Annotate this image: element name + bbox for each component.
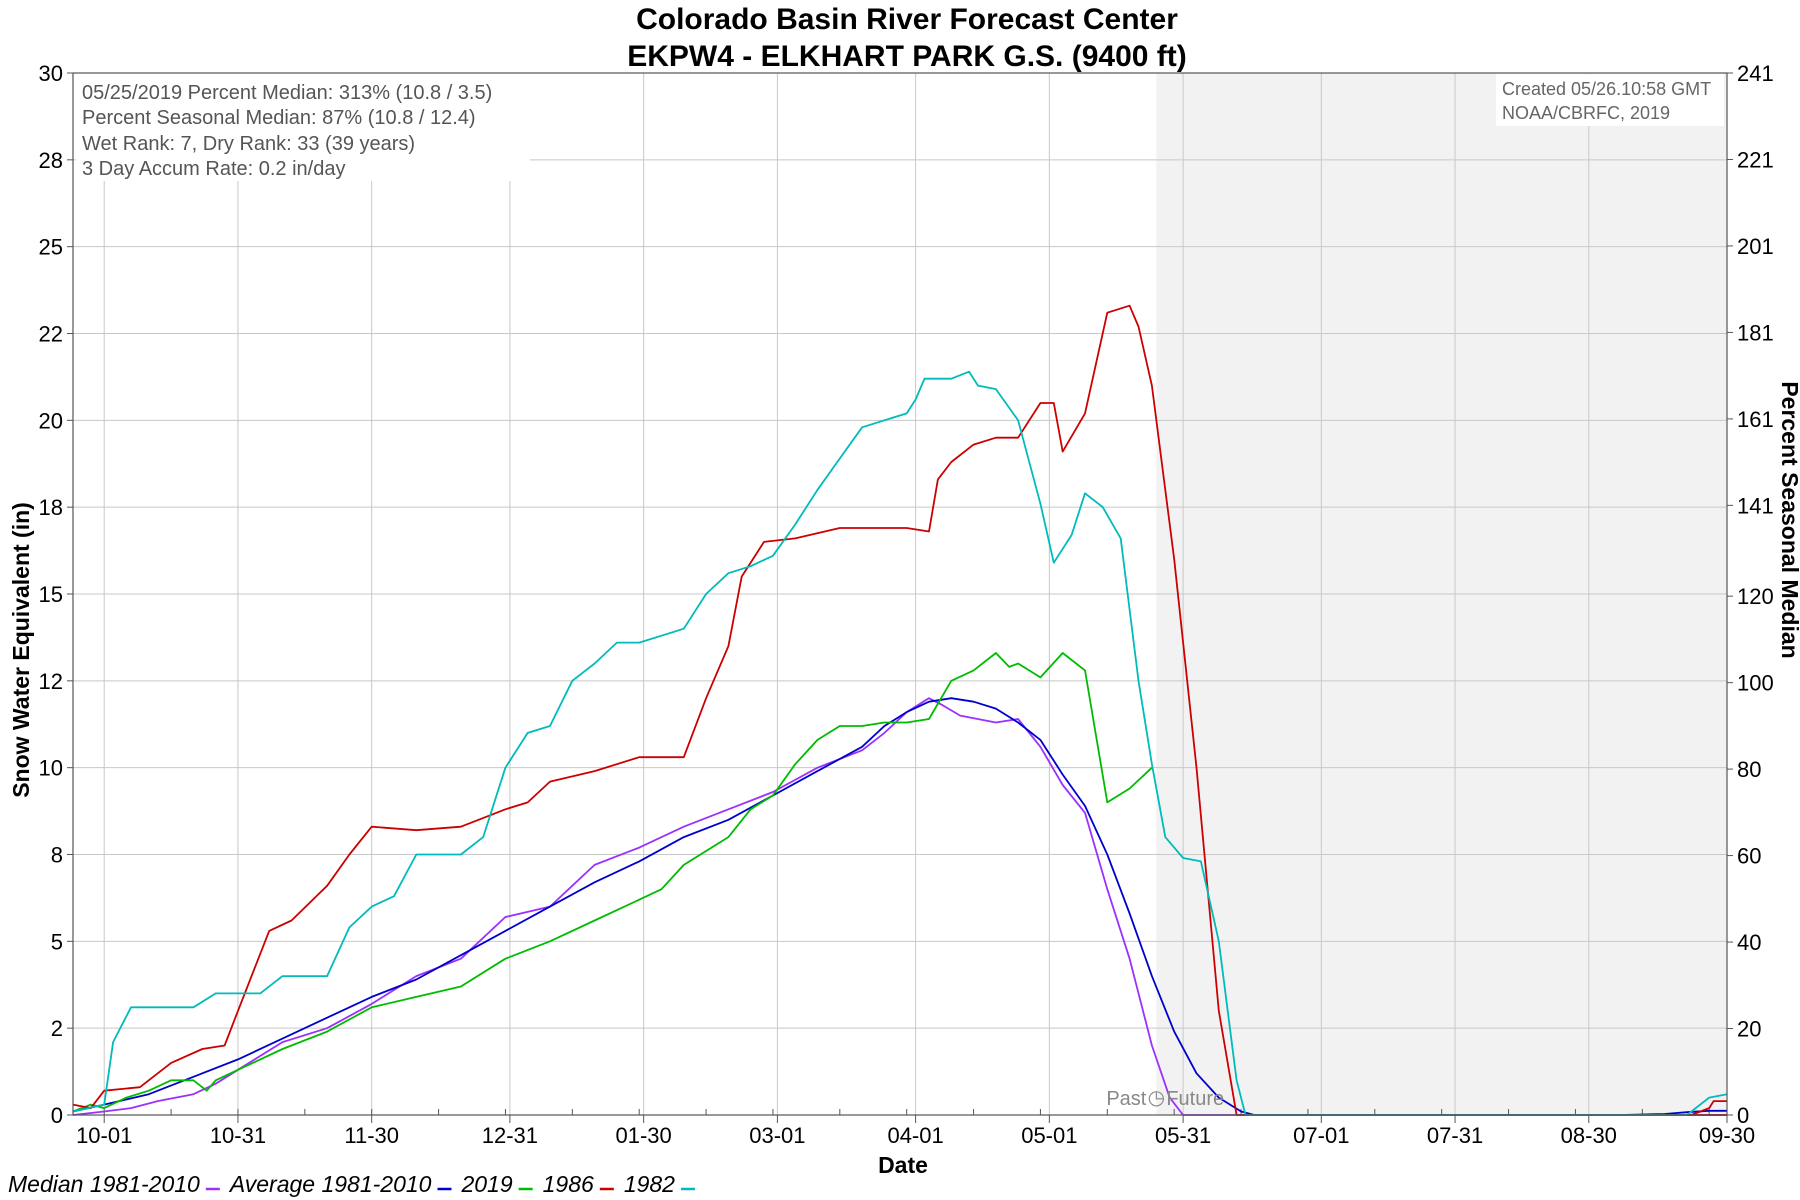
chart-subtitle: EKPW4 - ELKHART PARK G.S. (9400 ft) <box>627 40 1187 73</box>
x-tick-label: 05-01 <box>1021 1123 1077 1148</box>
info-accum-rate: 3 Day Accum Rate: 0.2 in/day <box>82 158 345 180</box>
legend-label-3: 1986 <box>543 1171 594 1197</box>
y-tick-label: 28 <box>39 148 63 173</box>
x-tick-label: 08-30 <box>1561 1123 1617 1148</box>
future-label: Future <box>1166 1088 1224 1110</box>
past-future-marker: Past ◷ Future <box>1106 1087 1224 1110</box>
x-tick-label: 10-31 <box>210 1123 266 1148</box>
y-tick-label: 0 <box>51 1103 63 1128</box>
clock-icon: ◷ <box>1148 1087 1165 1109</box>
y-right-tick-label: 20 <box>1737 1017 1761 1042</box>
legend-label-4: 1982 <box>624 1171 675 1197</box>
chart-title: Colorado Basin River Forecast Center <box>636 3 1178 36</box>
series-line-3 <box>72 304 1728 1116</box>
info-percent-median: 05/25/2019 Percent Median: 313% (10.8 / … <box>82 82 492 104</box>
y-right-tick-label: 80 <box>1737 757 1761 782</box>
y-right-tick-label: 120 <box>1737 584 1774 609</box>
credit-box: Created 05/26.10:58 GMT NOAA/CBRFC, 2019 <box>1496 74 1724 126</box>
y-right-tick-label: 60 <box>1737 844 1761 869</box>
legend-label-1: Average 1981-2010 <box>228 1171 432 1197</box>
x-axis-ticks: 10-01 10-31 11-30 12-31 01-30 03-01 04-01 05-01… <box>76 1115 1755 1148</box>
x-tick-label: 10-01 <box>76 1123 132 1148</box>
credit-agency: NOAA/CBRFC, 2019 <box>1502 103 1670 123</box>
x-tick-label: 05-31 <box>1155 1123 1211 1148</box>
series-lines <box>72 304 1728 1116</box>
y-tick-label: 10 <box>39 756 63 781</box>
x-tick-label: 09-30 <box>1699 1123 1755 1148</box>
gridlines <box>73 72 1728 1116</box>
x-tick-label: 07-01 <box>1293 1123 1349 1148</box>
series-line-1 <box>72 697 1727 1116</box>
x-tick-label: 07-31 <box>1427 1123 1483 1148</box>
y-right-tick-label: 201 <box>1737 234 1774 259</box>
y-right-tick-label: 100 <box>1737 671 1774 696</box>
x-tick-label: 11-30 <box>344 1123 399 1148</box>
legend-label-0: Median 1981-2010 <box>8 1171 200 1197</box>
y-tick-label: 15 <box>39 582 63 607</box>
info-box-background <box>76 73 530 181</box>
y-tick-label: 30 <box>39 61 63 86</box>
y-tick-label: 8 <box>51 843 63 868</box>
credit-created: Created 05/26.10:58 GMT <box>1502 79 1711 99</box>
y-right-tick-label: 40 <box>1737 930 1761 955</box>
x-tick-label: 03-01 <box>749 1123 805 1148</box>
info-seasonal-median: Percent Seasonal Median: 87% (10.8 / 12.… <box>82 107 476 129</box>
y-right-tick-label: 241 <box>1737 61 1774 86</box>
y-right-tick-label: 181 <box>1737 320 1774 345</box>
y-tick-label: 12 <box>39 669 63 694</box>
x-tick-label: 04-01 <box>887 1123 943 1148</box>
series-line-4 <box>72 370 1728 1116</box>
legend-label-2: 2019 <box>460 1171 512 1197</box>
y-tick-label: 2 <box>51 1016 63 1041</box>
x-tick-label: 12-31 <box>482 1123 538 1148</box>
series-line-2 <box>72 652 1153 1113</box>
y-right-axis-ticks: 0 20 40 60 80 100 120 141 161 181 201 221 241 <box>1727 61 1774 1128</box>
y-tick-label: 5 <box>51 929 63 954</box>
y-right-tick-label: 0 <box>1737 1103 1749 1128</box>
past-label: Past <box>1106 1088 1146 1110</box>
info-rank: Wet Rank: 7, Dry Rank: 33 (39 years) <box>82 133 415 155</box>
info-box: 05/25/2019 Percent Median: 313% (10.8 / … <box>76 73 530 181</box>
legend: Median 1981-2010 Average 1981-2010 2019 198… <box>8 1171 695 1197</box>
y-tick-label: 18 <box>39 495 63 520</box>
y-right-axis-label: Percent Seasonal Median <box>1777 381 1800 658</box>
y-right-tick-label: 141 <box>1737 493 1774 518</box>
y-tick-label: 25 <box>39 235 63 260</box>
y-right-tick-label: 161 <box>1737 407 1774 432</box>
x-tick-label: 01-30 <box>616 1123 672 1148</box>
y-tick-label: 20 <box>39 408 63 433</box>
y-tick-label: 22 <box>39 322 63 347</box>
x-axis-label: Date <box>878 1152 928 1178</box>
y-right-tick-label: 221 <box>1737 147 1774 172</box>
y-axis-label: Snow Water Equivalent (in) <box>8 502 34 798</box>
credit-box-background <box>1496 74 1724 126</box>
